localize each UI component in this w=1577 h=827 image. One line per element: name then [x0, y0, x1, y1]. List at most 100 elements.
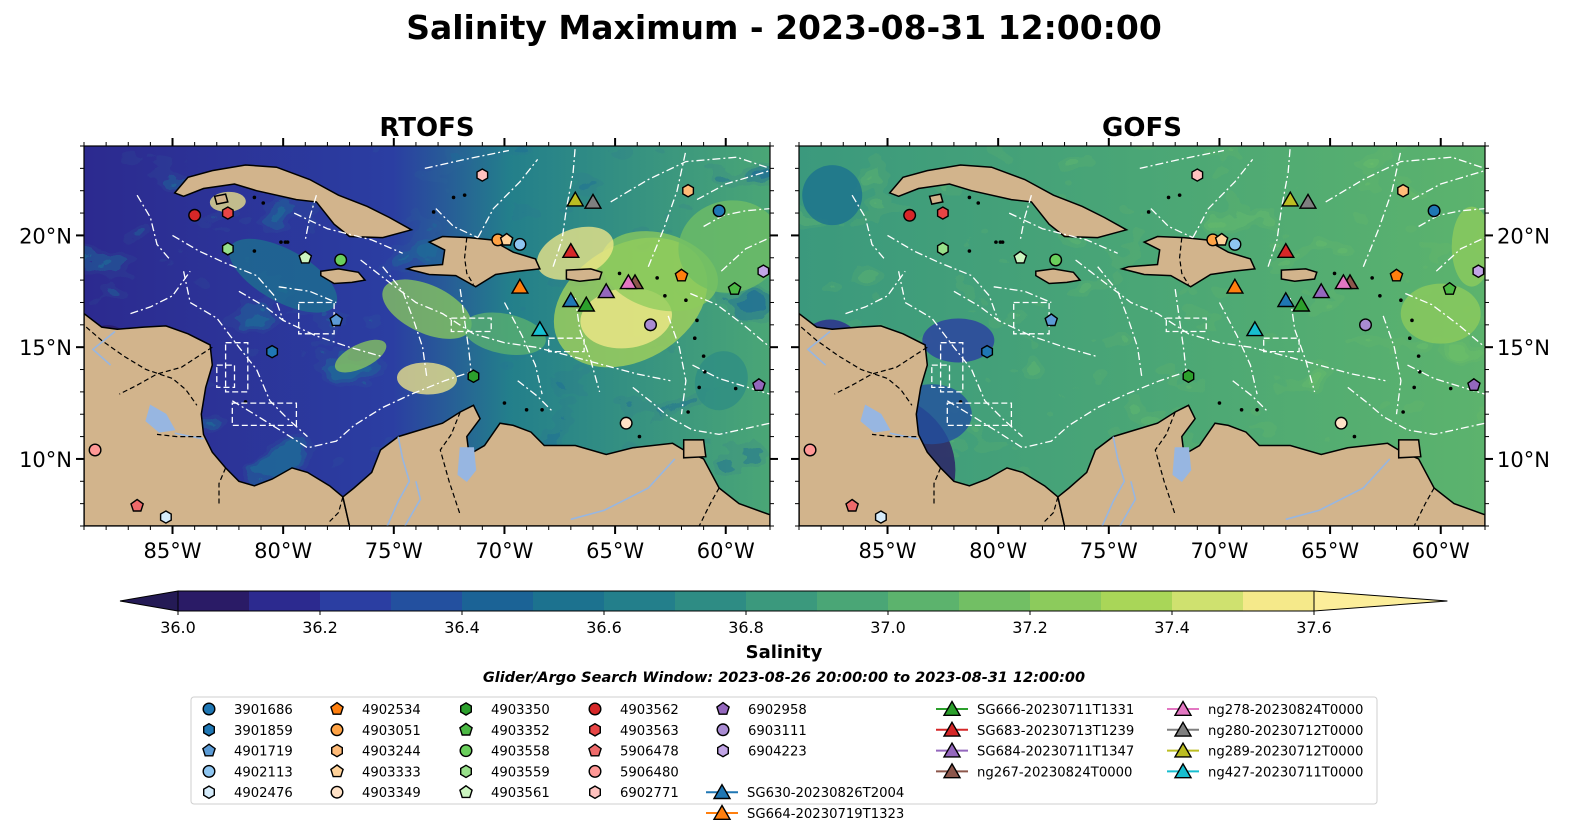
boundary-box — [298, 301, 335, 335]
figure-title: Salinity Maximum - 2023-08-31 12:00:00 — [406, 8, 1162, 47]
argo-3901859 — [266, 344, 279, 359]
argo-5906478 — [845, 498, 860, 512]
legend-label: 3901686 — [234, 703, 293, 718]
legend-label: ng427-20230711T0000 — [1208, 765, 1363, 780]
island — [998, 240, 1003, 244]
island — [637, 434, 642, 439]
glider-ng289-20230712T0000 — [566, 190, 585, 207]
legend-marker-4903558 — [459, 744, 473, 758]
eez-boundary — [1267, 146, 1291, 267]
country-border — [1178, 237, 1190, 285]
argo-4903352 — [1442, 281, 1457, 295]
lake — [1172, 447, 1192, 482]
eez-boundary — [1075, 259, 1386, 382]
argo-4901719 — [329, 313, 344, 327]
argo-6903111 — [644, 318, 658, 332]
salinity-eddy — [922, 318, 995, 363]
glider-SG664-20230719T1323 — [510, 277, 530, 294]
argo-4903558 — [1049, 253, 1063, 267]
eez-boundary — [1289, 297, 1316, 393]
colorbar-tick-label: 37.0 — [870, 618, 906, 637]
river — [570, 458, 676, 521]
colorbar-tick-label: 37.4 — [1154, 618, 1190, 637]
island — [1370, 276, 1374, 280]
glider-ng280-20230712T0000 — [1298, 192, 1318, 209]
land — [84, 312, 351, 526]
land — [565, 268, 603, 282]
island — [655, 276, 659, 280]
xtick-label: 80°W — [969, 539, 1027, 563]
colorbar-over-arrow — [1313, 590, 1448, 612]
argo-4903349 — [1334, 416, 1348, 430]
map-frame — [798, 145, 1486, 527]
ytick-label: 20°N — [1497, 224, 1550, 248]
island — [1166, 195, 1171, 200]
colorbar-bin — [533, 591, 605, 611]
glider-ng278-20230824T0000 — [619, 273, 638, 290]
island — [462, 193, 467, 197]
land — [1119, 235, 1257, 288]
land — [928, 193, 944, 205]
ytick-label: 20°N — [19, 224, 72, 248]
lake — [860, 404, 891, 433]
country-border — [85, 326, 198, 406]
island — [279, 240, 283, 244]
glider-SG683-20230713T1239 — [1276, 242, 1296, 258]
country-border — [218, 467, 227, 504]
colorbar-label: Salinity — [746, 642, 823, 663]
island — [967, 249, 972, 253]
eez-boundary — [172, 234, 284, 321]
country-border — [871, 433, 917, 438]
ytick-label: 10°N — [19, 448, 72, 472]
argo-4903559 — [221, 241, 234, 256]
legend-marker-SG684-20230711T1347 — [942, 741, 962, 758]
argo-6904223 — [1472, 264, 1485, 279]
argo-4902476 — [159, 510, 172, 524]
colorbar-bin — [462, 591, 534, 611]
legend-label: 4903561 — [491, 786, 550, 801]
eez-boundary — [1411, 169, 1485, 201]
legend-marker-5906478 — [588, 743, 602, 757]
eez-boundary — [1418, 207, 1485, 228]
land — [682, 439, 707, 459]
legend-label: ng267-20230824T0000 — [977, 765, 1132, 780]
legend-marker-4903349 — [330, 785, 344, 799]
river — [889, 432, 919, 440]
land — [888, 164, 1129, 239]
island — [451, 195, 456, 200]
eez-boundary — [304, 195, 318, 241]
eez-boundary — [887, 234, 999, 321]
glider-SG684-20230711T1347 — [597, 282, 616, 299]
legend-box — [190, 696, 1378, 805]
eez-boundary — [238, 290, 381, 357]
colorbar-tick-label: 36.8 — [728, 618, 764, 637]
colorbar-bin — [178, 591, 250, 611]
island — [1412, 385, 1416, 390]
legend-marker-3901686 — [202, 702, 216, 716]
land — [342, 404, 770, 526]
glider-SG630-20230826T2004 — [1276, 291, 1296, 308]
salinity-eddy — [1400, 283, 1481, 344]
legend-label: 6904223 — [748, 745, 807, 760]
eez-boundary — [130, 270, 191, 315]
xtick-label: 75°W — [365, 539, 423, 563]
boundary-box — [1013, 301, 1050, 335]
argo-4903561 — [298, 250, 313, 264]
argo-4903558 — [334, 253, 348, 267]
argo-4902113 — [513, 237, 527, 251]
eez-boundary — [574, 297, 601, 393]
land — [404, 235, 542, 288]
xtick-label: 85°W — [859, 539, 917, 563]
panel-title: RTOFS — [379, 113, 474, 143]
legend-label: 4901719 — [234, 745, 293, 760]
boundary-box — [216, 364, 236, 389]
legend-marker-4903562 — [588, 702, 602, 716]
colorbar-tick-label: 36.4 — [444, 618, 480, 637]
colorbar-bin — [320, 591, 392, 611]
river — [1285, 458, 1391, 521]
argo-4903349 — [619, 416, 633, 430]
colorbar-bin — [249, 591, 321, 611]
island — [617, 271, 622, 276]
river — [806, 330, 831, 366]
island — [1239, 407, 1244, 412]
